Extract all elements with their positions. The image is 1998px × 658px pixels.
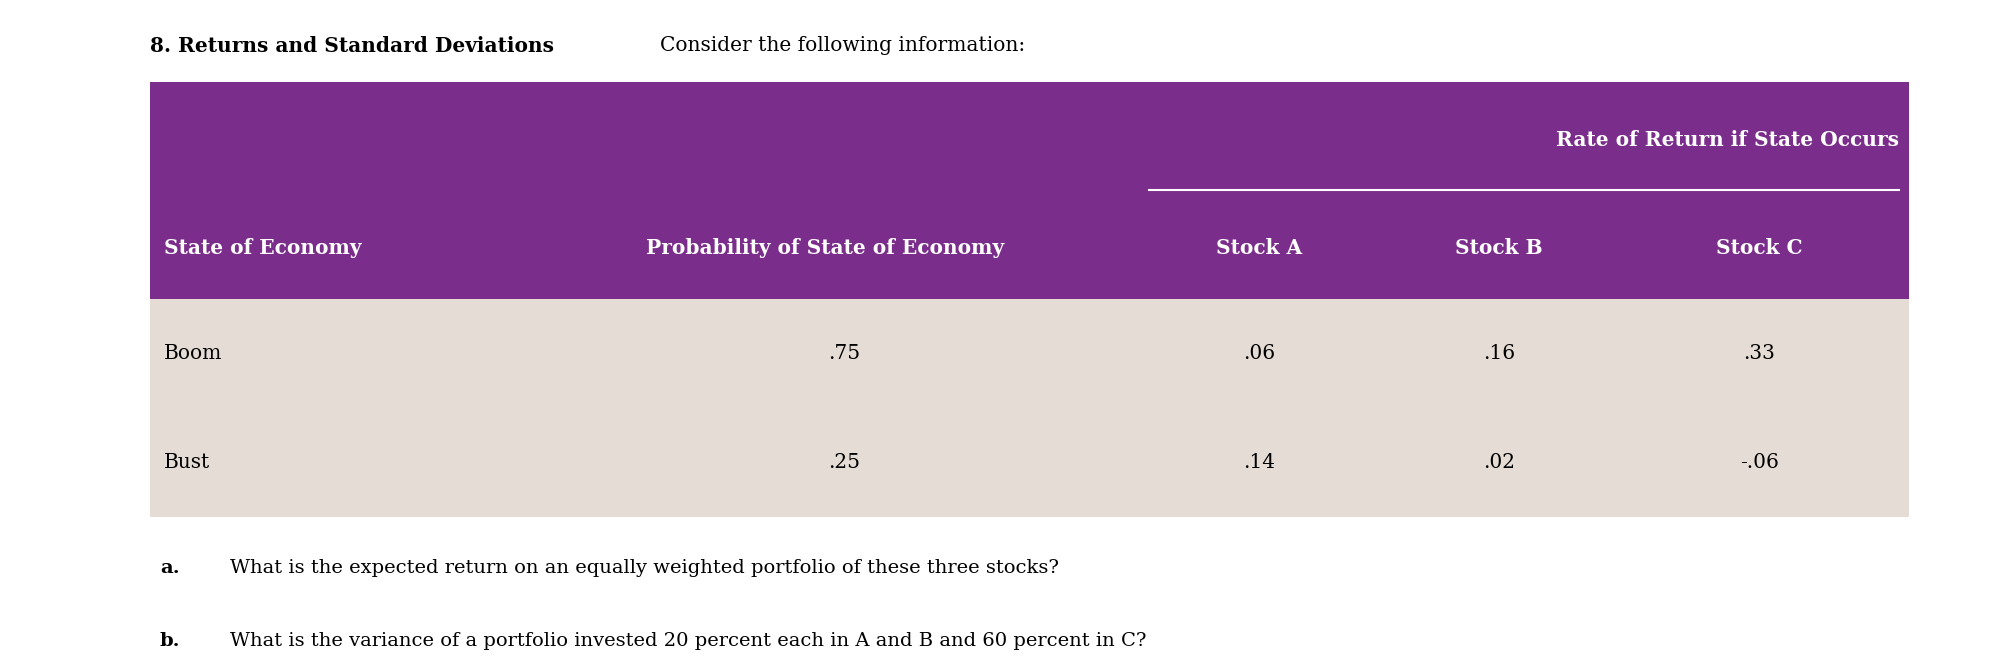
Text: .06: .06 [1243, 344, 1275, 363]
Text: What is the variance of a portfolio invested 20 percent each in A and B and 60 p: What is the variance of a portfolio inve… [230, 632, 1145, 649]
Text: State of Economy: State of Economy [164, 238, 362, 259]
Text: .25: .25 [827, 453, 861, 472]
Text: -.06: -.06 [1738, 453, 1778, 472]
Text: a.: a. [160, 559, 180, 577]
Text: Boom: Boom [164, 344, 222, 363]
Text: .02: .02 [1483, 453, 1514, 472]
Text: What is the expected return on an equally weighted portfolio of these three stoc: What is the expected return on an equall… [230, 559, 1059, 577]
Text: Probability of State of Economy: Probability of State of Economy [645, 238, 1003, 259]
Text: 8. Returns and Standard Deviations: 8. Returns and Standard Deviations [150, 36, 553, 56]
Text: Stock A: Stock A [1215, 238, 1303, 259]
Bar [150, 299, 1908, 517]
Text: Consider the following information:: Consider the following information: [659, 36, 1025, 55]
Text: Stock C: Stock C [1714, 238, 1802, 259]
Text: .33: .33 [1742, 344, 1774, 363]
Text: Rate of Return if State Occurs: Rate of Return if State Occurs [1554, 130, 1898, 150]
Text: .16: .16 [1483, 344, 1514, 363]
Text: .14: .14 [1243, 453, 1275, 472]
Text: Bust: Bust [164, 453, 210, 472]
Bar [150, 82, 1908, 299]
Text: b.: b. [160, 632, 180, 649]
Text: Stock B: Stock B [1455, 238, 1542, 259]
Text: .75: .75 [827, 344, 861, 363]
